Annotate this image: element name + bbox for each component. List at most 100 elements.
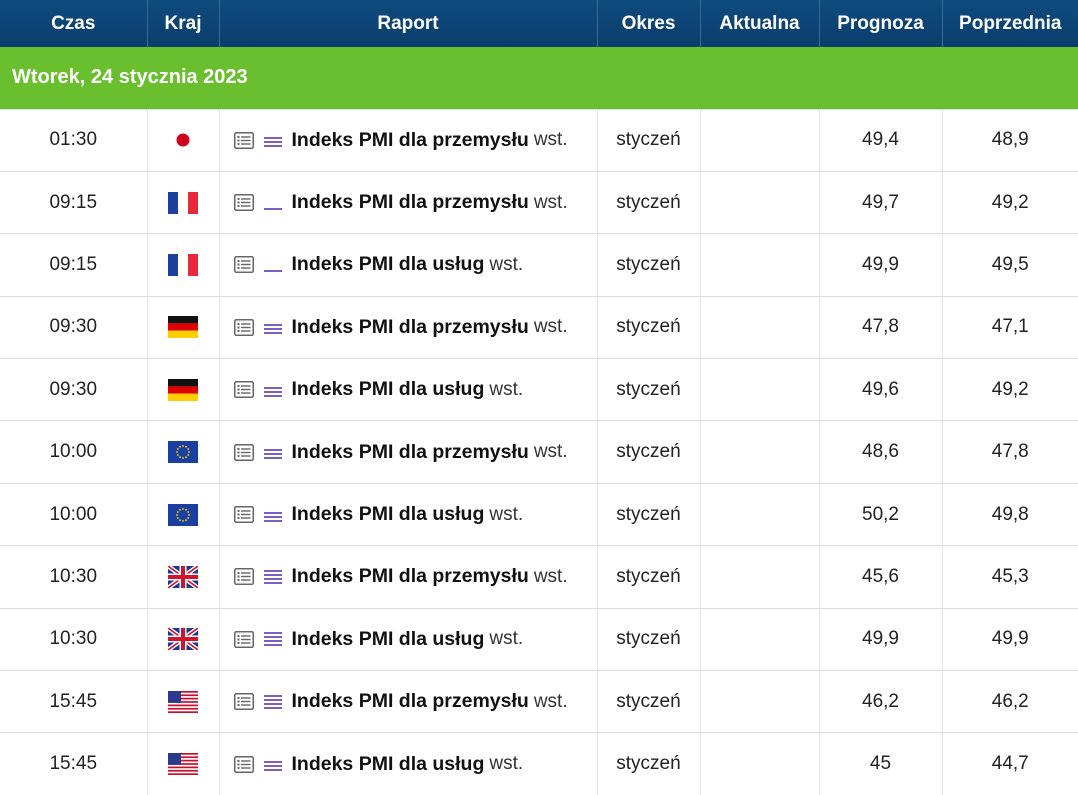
event-country bbox=[147, 170, 220, 234]
header-actual[interactable]: Aktualna bbox=[700, 0, 820, 47]
event-actual bbox=[700, 358, 820, 421]
importance-bars-icon bbox=[263, 632, 282, 647]
event-report: Indeks PMI dla usług wst. bbox=[219, 607, 598, 671]
event-report: Indeks PMI dla przemysłu wst. bbox=[219, 295, 598, 359]
event-country bbox=[147, 732, 220, 795]
details-list-icon[interactable] bbox=[233, 194, 254, 212]
table-row[interactable]: 09:30 Indeks PMI dla usług wst. styczeń 49,6… bbox=[0, 358, 1078, 421]
report-name-link[interactable]: Indeks PMI dla przemysłu bbox=[291, 690, 529, 713]
event-time: 10:00 bbox=[0, 482, 148, 546]
report-name-link[interactable]: Indeks PMI dla usług bbox=[291, 253, 485, 276]
event-report: Indeks PMI dla usług wst. bbox=[219, 358, 598, 421]
event-report: Indeks PMI dla usług wst. bbox=[219, 233, 598, 297]
report-name-link[interactable]: Indeks PMI dla usług bbox=[291, 752, 485, 775]
table-row[interactable]: 10:30 Indeks PMI dla przemysłu wst. styczeń… bbox=[0, 545, 1078, 609]
event-forecast: 49,7 bbox=[819, 170, 943, 234]
report-name-link[interactable]: Indeks PMI dla przemysłu bbox=[291, 565, 529, 588]
event-previous: 49,5 bbox=[942, 233, 1078, 297]
header-country[interactable]: Kraj bbox=[147, 0, 220, 47]
table-row[interactable]: 15:45 Indeks PMI dla przemysłu wst. styczeń… bbox=[0, 670, 1078, 733]
event-report: Indeks PMI dla przemysłu wst. bbox=[219, 545, 598, 609]
event-actual bbox=[700, 545, 820, 609]
details-list-icon[interactable] bbox=[233, 506, 254, 524]
table-row[interactable]: 09:30 Indeks PMI dla przemysłu wst. styczeń… bbox=[0, 295, 1078, 359]
event-country bbox=[147, 545, 220, 609]
details-list-icon[interactable] bbox=[233, 693, 254, 711]
event-country bbox=[147, 358, 220, 421]
importance-bars-icon bbox=[263, 320, 282, 335]
event-forecast: 49,9 bbox=[819, 233, 943, 297]
event-country bbox=[147, 670, 220, 733]
jp-flag-icon bbox=[168, 129, 198, 152]
header-previous[interactable]: Poprzednia bbox=[959, 12, 1062, 34]
event-time: 09:30 bbox=[0, 358, 148, 421]
table-row[interactable]: 10:00 Indeks PMI dla przemysłu wst. styczeń… bbox=[0, 420, 1078, 484]
event-forecast: 49,9 bbox=[819, 607, 943, 671]
header-period[interactable]: Okres bbox=[597, 0, 701, 47]
report-name-link[interactable]: Indeks PMI dla przemysłu bbox=[291, 191, 529, 214]
eu-flag-icon bbox=[168, 503, 198, 526]
details-list-icon[interactable] bbox=[233, 630, 254, 648]
table-row[interactable]: 10:00 Indeks PMI dla usług wst. styczeń 50,2… bbox=[0, 482, 1078, 546]
details-list-icon[interactable] bbox=[233, 568, 254, 586]
event-previous: 44,7 bbox=[942, 732, 1078, 795]
day-label: Wtorek, 24 stycznia 2023 bbox=[12, 66, 248, 89]
event-previous: 49,2 bbox=[942, 170, 1078, 234]
event-forecast: 46,2 bbox=[819, 670, 943, 733]
report-name-link[interactable]: Indeks PMI dla przemysłu bbox=[291, 315, 529, 338]
report-name-link[interactable]: Indeks PMI dla przemysłu bbox=[291, 440, 529, 463]
event-previous: 47,1 bbox=[942, 295, 1078, 359]
event-report: Indeks PMI dla przemysłu wst. bbox=[219, 108, 598, 172]
importance-bars-icon bbox=[263, 508, 282, 522]
day-group-row: Wtorek, 24 stycznia 2023 bbox=[0, 47, 1078, 109]
importance-bars-icon bbox=[263, 445, 282, 460]
event-time: 09:30 bbox=[0, 295, 148, 359]
details-list-icon[interactable] bbox=[233, 256, 254, 274]
header-time[interactable]: Czas bbox=[0, 0, 148, 47]
report-name-link[interactable]: Indeks PMI dla usług bbox=[291, 503, 485, 526]
event-previous: 49,9 bbox=[942, 607, 1078, 671]
table-row[interactable]: 01:30 Indeks PMI dla przemysłu wst. styczeń… bbox=[0, 108, 1078, 172]
event-report: Indeks PMI dla przemysłu wst. bbox=[219, 670, 598, 733]
uk-flag-icon bbox=[168, 628, 198, 651]
us-flag-icon bbox=[168, 753, 198, 776]
event-previous: 48,9 bbox=[942, 108, 1078, 172]
us-flag-icon bbox=[168, 690, 198, 713]
report-name-link[interactable]: Indeks PMI dla przemysłu bbox=[291, 128, 529, 151]
report-suffix: wst. bbox=[489, 503, 524, 525]
event-forecast: 45 bbox=[819, 732, 943, 795]
importance-bars-icon bbox=[263, 383, 282, 397]
event-time: 10:30 bbox=[0, 545, 148, 609]
report-name-link[interactable]: Indeks PMI dla usług bbox=[291, 627, 485, 650]
event-forecast: 49,4 bbox=[819, 108, 943, 172]
event-report: Indeks PMI dla przemysłu wst. bbox=[219, 170, 598, 234]
report-suffix: wst. bbox=[533, 690, 568, 712]
table-row[interactable]: 09:15 Indeks PMI dla usług wst. styczeń 49,9… bbox=[0, 233, 1078, 297]
header-forecast[interactable]: Prognoza bbox=[819, 0, 943, 47]
table-row[interactable]: 15:45 Indeks PMI dla usług wst. styczeń 45 44… bbox=[0, 732, 1078, 795]
event-actual bbox=[700, 670, 820, 733]
event-previous: 46,2 bbox=[942, 670, 1078, 733]
importance-bars-icon bbox=[263, 133, 282, 148]
event-period: styczeń bbox=[597, 482, 701, 546]
importance-bars-icon bbox=[263, 258, 282, 272]
event-actual bbox=[700, 233, 820, 297]
event-previous: 49,2 bbox=[942, 358, 1078, 421]
header-report[interactable]: Raport bbox=[219, 0, 598, 47]
table-row[interactable]: 10:30 Indeks PMI dla usług wst. styczeń 49,9… bbox=[0, 607, 1078, 671]
details-list-icon[interactable] bbox=[233, 381, 254, 399]
event-period: styczeń bbox=[597, 233, 701, 297]
table-row[interactable]: 09:15 Indeks PMI dla przemysłu wst. styczeń… bbox=[0, 170, 1078, 234]
details-list-icon[interactable] bbox=[233, 318, 254, 336]
event-time: 15:45 bbox=[0, 732, 148, 795]
details-list-icon[interactable] bbox=[233, 131, 254, 149]
event-forecast: 49,6 bbox=[819, 358, 943, 421]
event-report: Indeks PMI dla przemysłu wst. bbox=[219, 420, 598, 484]
importance-bars-icon bbox=[263, 196, 282, 210]
details-list-icon[interactable] bbox=[233, 755, 254, 773]
event-report: Indeks PMI dla usług wst. bbox=[219, 482, 598, 546]
event-time: 10:30 bbox=[0, 607, 148, 671]
details-list-icon[interactable] bbox=[233, 443, 254, 461]
report-name-link[interactable]: Indeks PMI dla usług bbox=[291, 378, 485, 401]
